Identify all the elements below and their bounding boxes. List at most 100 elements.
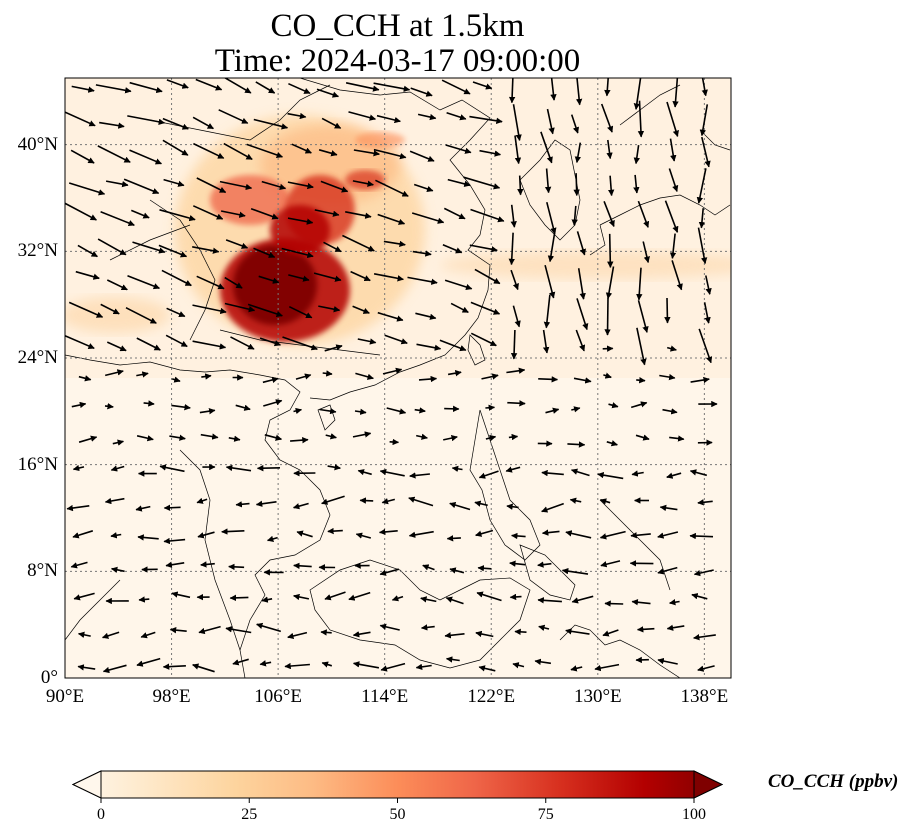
wind-arrow [261,596,273,603]
wind-arrow [701,78,708,97]
wind-arrow [123,178,160,194]
wind-arrow [327,464,341,471]
wind-arrow [546,108,555,135]
wind-arrow [319,407,337,415]
wind-arrow [352,305,370,314]
wind-arrow [594,663,620,672]
wind-arrow [657,566,678,575]
colorbar-tick-label: 0 [97,806,105,823]
wind-arrow [576,231,586,256]
wind-arrow [408,496,434,507]
wind-arrow [136,337,161,351]
wind-arrow [320,629,332,636]
wind-arrow [97,145,131,163]
wind-arrow [261,180,287,190]
wind-arrow [105,369,124,377]
wind-arrow [600,560,621,568]
wind-arrow [449,502,471,511]
wind-arrow [512,662,525,669]
wind-arrow [65,111,96,127]
wind-arrow [508,433,519,441]
wind-arrow [373,82,411,92]
wind-arrow [129,149,162,165]
wind-arrow [293,593,310,601]
wind-arrow [100,303,120,315]
wind-arrow [475,630,494,638]
wind-arrow [321,495,345,505]
wind-arrow [479,149,502,157]
wind-arrow [698,328,713,364]
wind-arrow [697,227,708,265]
wind-arrow [508,232,515,266]
wind-arrow [135,505,151,512]
wind-arrow [386,407,407,415]
wind-arrow [320,180,349,193]
wind-arrow [510,204,517,228]
wind-arrow [478,470,499,479]
wind-arrow [225,464,252,472]
wind-arrow [418,375,438,383]
wind-arrow [316,88,340,98]
wind-arrow [102,664,127,674]
wind-arrow [509,593,522,601]
wind-arrow [408,530,434,538]
wind-arrow [538,376,559,383]
wind-arrow [129,81,163,94]
wind-arrow [162,663,186,670]
wind-arrow [290,436,309,444]
wind-arrow [95,84,132,94]
wind-arrow [380,662,406,672]
wind-arrow [571,406,581,413]
wind-arrow [97,238,127,256]
wind-arrow [196,497,208,504]
wind-arrow [373,148,407,160]
wind-arrow [573,173,580,197]
wind-arrow [136,657,161,667]
wind-arrow [666,345,677,352]
wind-arrow [511,532,526,540]
wind-arrow [561,567,589,575]
wind-arrow [698,208,706,229]
wind-arrow [322,370,333,377]
wind-arrow [230,336,255,350]
wind-arrow [510,269,519,291]
wind-arrow [637,100,645,138]
wind-arrow [66,504,90,512]
wind-arrow [228,563,245,571]
gridlines [65,78,731,678]
wind-arrow [342,234,375,252]
wind-arrow [607,233,614,268]
wind-arrow [221,528,245,535]
wind-arrow [352,180,374,187]
wind-arrow [666,101,679,138]
wind-arrow [605,266,615,300]
wind-arrow [445,144,472,154]
wind-arrow [263,399,283,407]
wind-arrow [110,465,125,472]
wind-arrow [352,431,372,438]
wind-arrow [235,404,251,411]
wind-arrow [288,274,310,282]
wind-arrow [514,135,522,165]
wind-arrow [127,275,160,290]
wind-arrow [413,183,434,192]
wind-arrow [565,628,590,635]
wind-arrow [705,275,712,295]
wind-arrow [219,180,253,191]
wind-arrow [416,433,428,440]
wind-arrow [417,113,437,121]
wind-arrow [633,174,640,194]
wind-arrow [470,332,497,347]
wind-arrow [345,211,372,219]
wind-arrow [377,311,404,322]
wind-arrow [657,531,679,539]
wind-arrow [193,142,225,159]
wind-arrow [127,115,166,125]
wind-arrow [192,205,224,220]
wind-arrow [373,273,404,282]
wind-arrow [223,142,253,161]
wind-arrow [597,471,624,480]
wind-arrow [696,168,707,204]
wind-arrow [485,434,497,442]
wind-arrow [407,276,438,285]
